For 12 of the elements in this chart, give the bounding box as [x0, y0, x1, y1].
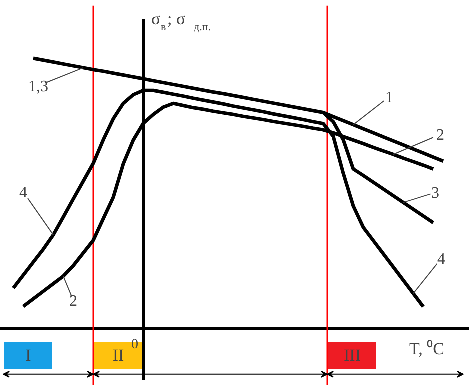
- text: 4: [20, 184, 28, 202]
- series-label: 2: [70, 292, 78, 310]
- text: III: [344, 346, 362, 365]
- text: 2: [436, 127, 444, 144]
- text: 0: [132, 338, 138, 352]
- text: 4: [438, 251, 446, 268]
- text: I: [26, 346, 32, 365]
- x-axis-title: T, ⁰C: [410, 340, 444, 358]
- text: II: [112, 346, 124, 365]
- series-label: 3: [432, 185, 440, 202]
- annotation: 1: [386, 89, 394, 106]
- series-label: 1,3: [28, 78, 48, 96]
